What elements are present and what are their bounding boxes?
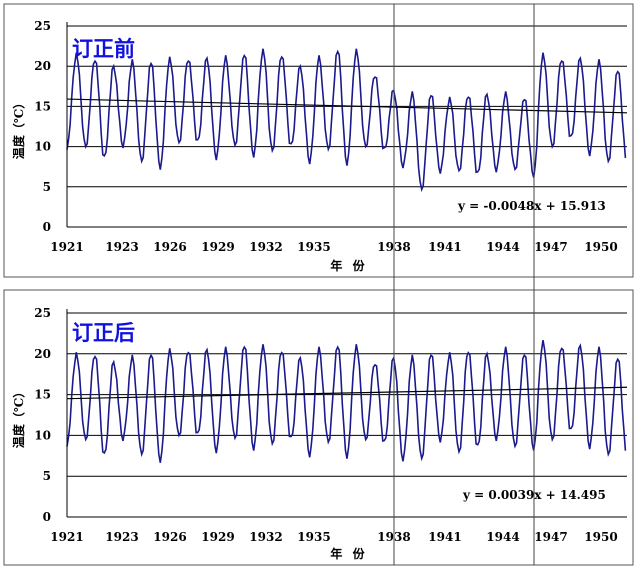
series-layer (66, 48, 627, 193)
x-tick-label: 1921 (50, 530, 83, 544)
x-tick-label: 1950 (584, 240, 617, 254)
y-tick-label: 5 (43, 469, 51, 483)
monthly-temperature-series (66, 48, 627, 193)
x-tick-label: 1947 (534, 240, 567, 254)
x-tick-label: 1926 (153, 240, 186, 254)
trend-equation: y = -0.0048x + 15.913 (457, 199, 606, 213)
x-tick-label: 1935 (297, 240, 330, 254)
x-tick-label: 1929 (201, 240, 234, 254)
x-tick-label: 1923 (105, 530, 138, 544)
y-tick-label: 20 (34, 59, 51, 73)
x-tick-label: 1941 (428, 530, 461, 544)
y-tick-label: 0 (43, 510, 51, 524)
x-tick-label: 1944 (486, 530, 519, 544)
x-tick-label: 1926 (153, 530, 186, 544)
chart-title: 订正前 (72, 37, 135, 61)
panel-frame (3, 289, 634, 566)
y-tick-label: 10 (34, 140, 51, 154)
x-axis-label: 年 份 (330, 258, 367, 273)
y-axis-label: 温度（℃） (11, 97, 26, 159)
y-tick-label: 15 (34, 99, 51, 113)
series-layer (66, 339, 627, 463)
x-tick-label: 1932 (249, 240, 282, 254)
chart-title: 订正后 (72, 321, 135, 345)
x-tick-label: 1929 (201, 530, 234, 544)
x-tick-label: 1932 (249, 530, 282, 544)
x-tick-label: 1941 (428, 240, 461, 254)
monthly-temperature-series (66, 339, 627, 463)
y-tick-label: 25 (34, 306, 51, 320)
y-tick-label: 25 (34, 19, 51, 33)
panel-frame (3, 3, 634, 278)
x-tick-label: 1935 (297, 530, 330, 544)
x-axis-label: 年 份 (330, 546, 367, 561)
x-tick-label: 1944 (486, 240, 519, 254)
y-tick-label: 0 (43, 220, 51, 234)
y-tick-label: 15 (34, 388, 51, 402)
y-tick-label: 10 (34, 428, 51, 442)
x-tick-label: 1923 (105, 240, 138, 254)
y-tick-label: 20 (34, 347, 51, 361)
y-axis-label: 温度（℃） (11, 386, 26, 448)
x-tick-label: 1921 (50, 240, 83, 254)
y-tick-label: 5 (43, 180, 51, 194)
x-tick-label: 1947 (534, 530, 567, 544)
x-tick-label: 1950 (584, 530, 617, 544)
